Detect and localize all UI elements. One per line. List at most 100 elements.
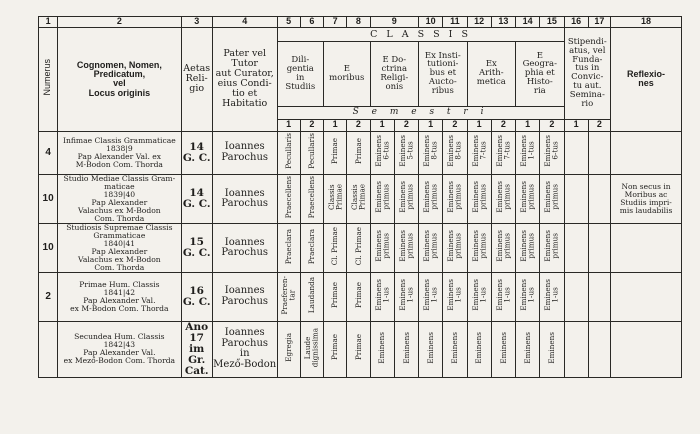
grade-cell: Pecullaris	[276, 130, 301, 175]
grade-cell: Eminens	[442, 320, 468, 378]
grade-cell: Eminens 1-us	[490, 272, 517, 322]
colnum: 2	[57, 15, 182, 29]
grade-cell: Eminens 1-us	[442, 272, 468, 322]
colnum: 17	[587, 15, 612, 29]
table-row: 10 Studiosis Supremae Classis Grammatica…	[37, 223, 682, 274]
grade-cell: Eminens 1-us	[418, 272, 444, 322]
student-name: Studiosis Supremae Classis Grammaticae 1…	[57, 223, 182, 274]
semestri-header: S e m e s t r i	[276, 105, 565, 120]
colnum: 4	[211, 15, 278, 29]
grade-cell: Eminens 6-tus	[539, 130, 565, 175]
grade-cell: Eminens 6-tus	[369, 130, 395, 175]
grade-cell: Eminens primus	[466, 223, 492, 274]
student-name: Studio Mediae Classis Gram- maticae 1839…	[57, 173, 182, 225]
table-row: 2 Primae Hum. Classis 1841|42 Pap Alexan…	[37, 272, 682, 322]
arithmetica-header: Ex Arith- metica	[466, 41, 517, 107]
grade-cell: Eminens 8-tus	[442, 130, 468, 175]
grade-cell: Praeclara	[299, 223, 325, 274]
grade-cell: Cl. Primae	[323, 223, 348, 274]
colnum: 15	[539, 15, 565, 29]
semester-num: 2	[539, 118, 565, 132]
grade-cell: Laudanda	[299, 272, 325, 322]
grade-cell: Cl. Primae	[346, 223, 371, 274]
colnum: 3	[180, 15, 213, 29]
grade-cell: Egregia	[276, 320, 301, 378]
stipend-cell	[563, 320, 589, 378]
colnum: 9	[369, 15, 420, 29]
student-age: Ano 17 im Gr. Cat.	[180, 320, 213, 378]
student-tutor: Ioannes Parochus	[211, 223, 278, 274]
grade-cell: Primae	[323, 272, 348, 322]
row-number	[37, 320, 59, 378]
grade-cell: Praeferen- tar	[276, 272, 301, 322]
grade-cell: Eminens primus	[515, 173, 541, 225]
grade-cell: Classis Primae	[323, 173, 348, 225]
institutionibus-header: Ex Insti- tutioni- bus et Aucto- ribus	[418, 41, 468, 107]
grade-cell: Eminens 7-tus	[466, 130, 492, 175]
grade-cell: Pecullaris	[299, 130, 325, 175]
grade-cell: Eminens primus	[490, 223, 517, 274]
reflexion-cell	[610, 223, 682, 274]
grade-cell: Eminens 1-tus	[515, 130, 541, 175]
student-tutor: Ioannes Parochus	[211, 130, 278, 175]
semester-num: 1	[466, 118, 492, 132]
grade-cell: Eminens 5-tus	[393, 130, 420, 175]
stipend-cell	[563, 130, 589, 175]
grade-cell: Eminens 1-us	[393, 272, 420, 322]
grade-cell: Eminens primus	[442, 173, 468, 225]
moribus-header: E moribus	[323, 41, 371, 107]
reflexiones-header: Reflexio- nes	[610, 27, 682, 132]
semester-num: 1	[563, 118, 589, 132]
semester-num: 2	[442, 118, 468, 132]
grade-cell: Eminens	[418, 320, 444, 378]
grade-cell: Eminens primus	[369, 223, 395, 274]
row-number: 4	[37, 130, 59, 175]
grade-cell: Eminens	[490, 320, 517, 378]
semester-number-row: 1 2 1 2 1 2 1 2 1 2 1 2 1 2	[39, 118, 682, 132]
semester-num: 1	[369, 118, 395, 132]
colnum: 1	[37, 15, 59, 29]
grade-cell: Eminens primus	[539, 223, 565, 274]
colnum: 6	[299, 15, 325, 29]
stipend-cell	[587, 272, 612, 322]
colnum: 16	[563, 15, 589, 29]
grade-cell: Eminens	[369, 320, 395, 378]
stipend-cell	[563, 173, 589, 225]
colnum: 11	[442, 15, 468, 29]
stipend-cell	[587, 320, 612, 378]
semester-num: 1	[323, 118, 348, 132]
row-number: 2	[37, 272, 59, 322]
reflexion-cell: Non secus in Moribus ac Studiis impri- m…	[610, 173, 682, 225]
colnum: 12	[466, 15, 492, 29]
colnum: 7	[323, 15, 348, 29]
table-row: 4 Infimae Classis Grammaticae 1838|9 Pap…	[37, 130, 682, 175]
grade-cell: Praeclara	[276, 223, 301, 274]
grade-cell: Eminens primus	[466, 173, 492, 225]
colnum: 8	[346, 15, 371, 29]
student-age: 14 G. C.	[180, 173, 213, 225]
geographia-header: E Geogra- phia et Histo- ria	[515, 41, 565, 107]
diligentia-header: Dili- gentia in Studiis	[276, 41, 325, 107]
row-number: 10	[37, 173, 59, 225]
semester-num: 1	[276, 118, 301, 132]
grade-cell: Primae	[346, 272, 371, 322]
colnum: 13	[490, 15, 517, 29]
student-age: 16 G. C.	[180, 272, 213, 322]
student-tutor: Ioannes Parochus	[211, 272, 278, 322]
reflexion-cell	[610, 130, 682, 175]
grade-cell: Eminens primus	[490, 173, 517, 225]
table-row: Secundea Hum. Classis 1842|43 Pap Alexan…	[37, 320, 682, 378]
grade-cell: Primae	[346, 320, 371, 378]
student-name: Primae Hum. Classis 1841|42 Pap Alexande…	[57, 272, 182, 322]
grade-cell: Eminens 1-us	[539, 272, 565, 322]
grade-cell: Laude dignissima	[299, 320, 325, 378]
grade-cell: Eminens	[515, 320, 541, 378]
grade-cell: Eminens 1-us	[466, 272, 492, 322]
grade-cell: Eminens 1-us	[369, 272, 395, 322]
column-number-row: 1 2 3 4 5 6 7 8 9 10 11 12 13 14 15 16 1…	[37, 15, 682, 29]
stipend-cell	[587, 223, 612, 274]
semester-num: 2	[490, 118, 517, 132]
student-name: Infimae Classis Grammaticae 1838|9 Pap A…	[57, 130, 182, 175]
grade-cell: Eminens 8-tus	[418, 130, 444, 175]
